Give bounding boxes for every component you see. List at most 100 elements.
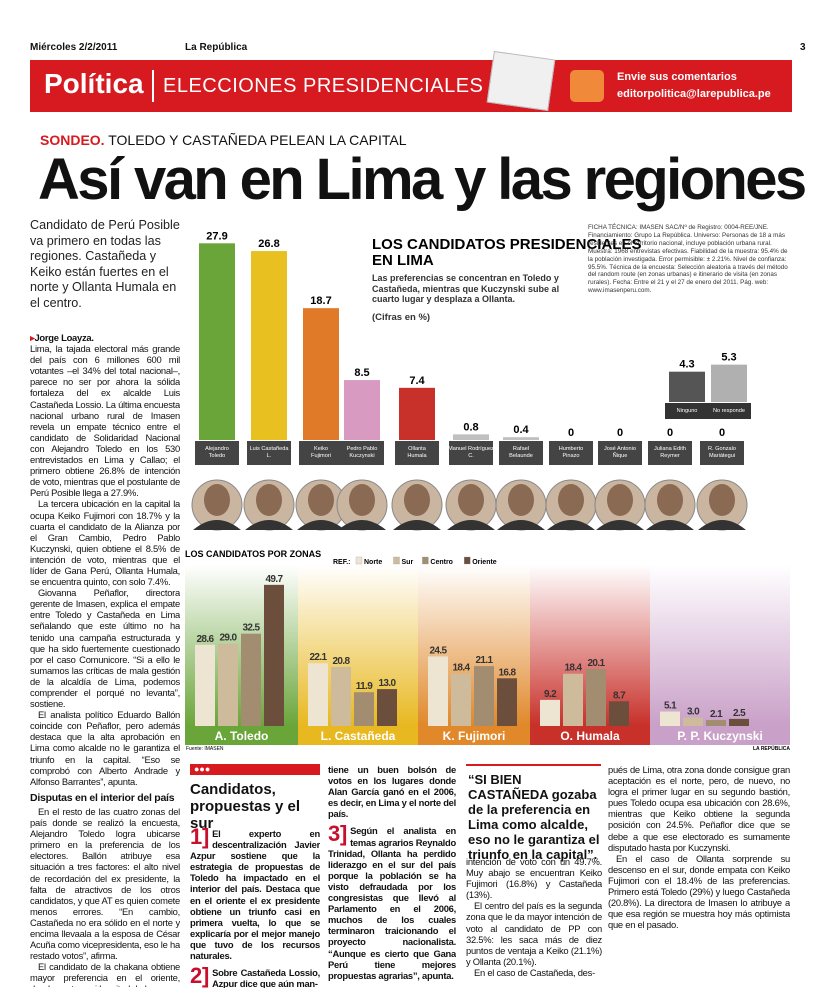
legend-swatch	[422, 556, 429, 565]
label-box	[195, 441, 239, 465]
photo-shoulders	[646, 520, 694, 530]
bar	[609, 701, 629, 726]
value-label: 13.0	[378, 678, 396, 689]
category-label: L. Castañeda	[321, 729, 396, 743]
bar	[586, 668, 606, 726]
bar	[563, 673, 583, 726]
photo-shoulders	[547, 520, 595, 530]
panel-band	[298, 726, 418, 745]
sidebar-column: 1] El experto en descentralización Javier…	[190, 828, 320, 988]
label-line: Juliana Edith	[654, 446, 686, 452]
value-label: 18.4	[564, 663, 582, 674]
photo-face	[256, 484, 282, 516]
photo-shoulders	[596, 520, 644, 530]
sidebar-column: tiene un buen bolsón de votos en los lug…	[328, 764, 456, 988]
label-line: Toledo	[209, 453, 225, 459]
paper-name: La República	[185, 42, 248, 53]
label-box	[598, 441, 642, 465]
title-line: LOS CANDIDATOS PRESIDENCIALES	[372, 236, 641, 253]
contact-email[interactable]: editorpolitica@larepublica.pe	[617, 88, 771, 100]
technical-sheet: FICHA TÉCNICA: IMASEN SAC/Nº de Registro…	[588, 224, 788, 295]
value-label: 21.1	[475, 655, 493, 666]
bar	[497, 678, 517, 726]
category-label: R. Gonzalo Mariátegui	[708, 446, 736, 459]
body-column: pués de Lima, otra zona donde consigue g…	[608, 764, 790, 988]
label-box	[665, 403, 709, 419]
item-text: Según el analista en temas agrarios Reyn…	[328, 825, 456, 981]
value-label: 20.8	[332, 656, 350, 667]
item-number: 1]	[190, 828, 210, 849]
chart-title: LOS CANDIDATOS PRESIDENCIALES EN LIMA	[372, 236, 641, 269]
label-line: Manuel Rodríguez	[448, 446, 494, 452]
chart-subtitle: Las preferencias se concentran en Toledo…	[372, 273, 560, 304]
label-line: Rafael	[513, 446, 529, 452]
legend-box	[330, 555, 500, 566]
bar	[218, 643, 238, 726]
bar	[331, 666, 351, 726]
paragraph: pués de Lima, otra zona donde consigue g…	[608, 764, 790, 853]
photo-shoulders	[297, 520, 345, 530]
legend-title: REF.:	[333, 559, 351, 566]
panel-band	[650, 726, 790, 745]
legend-label: Oriente	[472, 559, 497, 566]
legend-swatch	[464, 556, 471, 565]
credit: LA REPÚBLICA	[753, 745, 790, 752]
photo-face	[404, 484, 430, 516]
sidebar-bar: ●●●	[190, 764, 320, 775]
label-box	[707, 403, 751, 419]
value-label: 0	[719, 427, 725, 439]
chart-title: LOS CANDIDATOS POR ZONAS	[185, 549, 321, 559]
photo-shoulders	[338, 520, 386, 530]
bar	[264, 584, 284, 726]
value-label: 49.7	[265, 574, 283, 585]
label-line: Keiko	[314, 446, 328, 452]
sidebar-item: 3] Según el analista en temas agrarios Re…	[328, 823, 456, 981]
value-label: 26.8	[258, 238, 279, 250]
value-label: 3.0	[687, 706, 700, 717]
photo-shoulders	[393, 520, 441, 530]
page-number: 3	[800, 42, 806, 53]
photo-shoulders	[447, 520, 495, 530]
category-label: No responde	[713, 408, 745, 414]
label-line: José Antonio	[604, 446, 636, 452]
bar	[195, 644, 215, 726]
sidebar-item: 2] Sobre Castañeda Lossio, Azpur dice que…	[190, 965, 320, 988]
panel	[650, 565, 790, 726]
label-line: Pinazo	[562, 453, 579, 459]
subhead: Disputas en el interior del país	[30, 791, 175, 804]
item-text: El experto en descentralización Javier A…	[190, 828, 320, 962]
bar	[660, 711, 680, 726]
value-label: 5.3	[721, 352, 736, 364]
category-label: O. Humala	[560, 729, 620, 743]
value-label: 11.9	[356, 681, 374, 692]
section-band	[30, 60, 792, 112]
kicker: SONDEO. TOLEDO Y CASTAÑEDA PELEAN LA CAP…	[40, 132, 406, 148]
bar	[399, 387, 435, 440]
label-line: Alejandro	[205, 446, 229, 452]
legend-label: Centro	[430, 559, 453, 566]
value-label: 5.1	[664, 701, 677, 712]
pull-quote: “SI BIEN CASTAÑEDA gozaba de la preferen…	[468, 772, 600, 862]
value-label: 16.8	[498, 667, 516, 678]
bar	[706, 720, 726, 726]
sidebar-title: Candidatos, propuestas y el sur	[190, 781, 301, 832]
category-label: Luis Castañeda L.	[250, 446, 290, 459]
bar	[683, 717, 703, 726]
label-box	[340, 441, 384, 465]
photo-face	[558, 484, 584, 516]
item-text: tiene un buen bolsón de votos en los lug…	[328, 764, 456, 820]
bar	[251, 251, 287, 440]
label-line: Mariátegui	[709, 453, 735, 459]
label-box	[700, 441, 744, 465]
bar	[451, 673, 471, 726]
photo-face	[607, 484, 633, 516]
photo-shoulders	[193, 520, 241, 530]
category-label: Alejandro Toledo	[205, 446, 229, 459]
bar	[303, 308, 339, 440]
bar	[711, 364, 747, 402]
value-label: 29.0	[219, 633, 237, 644]
intro: Candidato de Perú Posible va primero en …	[30, 218, 180, 310]
photo-face	[508, 484, 534, 516]
body-column: intención de voto con un 49.7%. Muy abaj…	[466, 856, 602, 988]
section-title: ELECCIONES PRESIDENCIALES 2011	[163, 75, 535, 97]
